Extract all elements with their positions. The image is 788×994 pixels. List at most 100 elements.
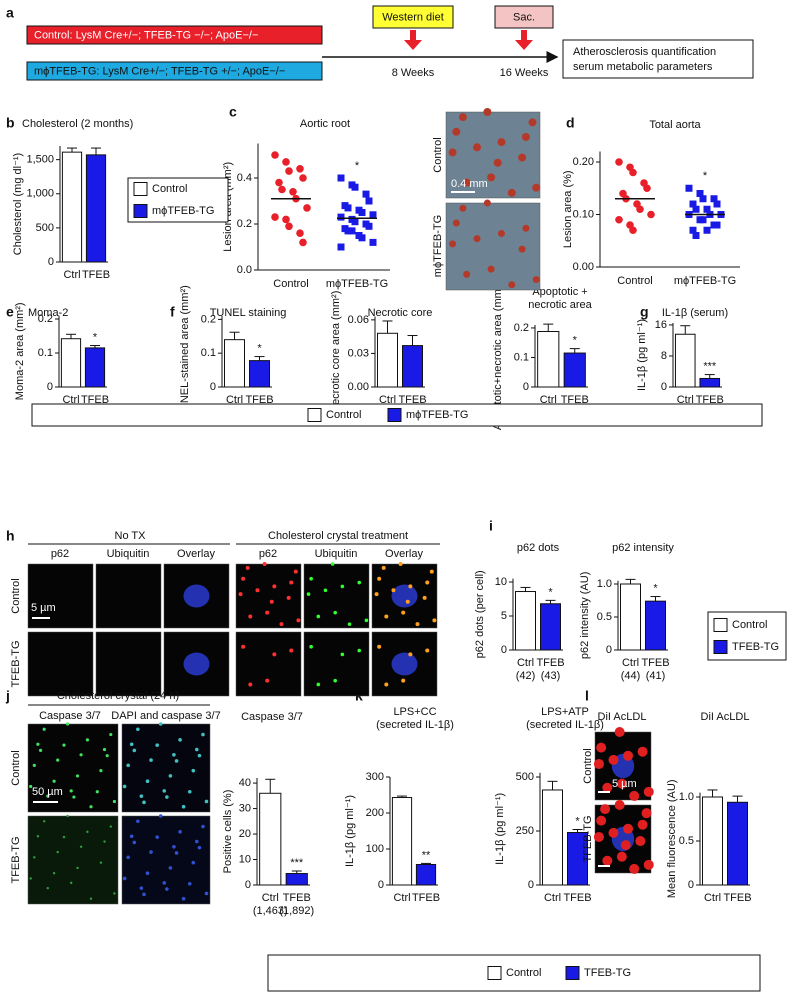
signal: [643, 786, 654, 797]
y-tick-label: 0.2: [38, 313, 53, 325]
significance: *: [653, 582, 658, 594]
signal: [162, 789, 167, 793]
signal: [126, 763, 130, 768]
y-tick-label: 0.06: [348, 314, 369, 326]
y-tick-label: 1.0: [679, 791, 694, 803]
y-tick-label: 0.00: [573, 261, 594, 273]
signal: [89, 805, 93, 809]
x-tick-label: Ctrl: [226, 394, 243, 406]
y-tick-label: 1,000: [26, 188, 54, 200]
panel-label: f: [170, 304, 175, 320]
point: [713, 200, 721, 208]
signal: [286, 595, 291, 600]
signal: [155, 835, 159, 839]
point: [303, 204, 311, 212]
y-axis-label: p62 dots (per cell): [474, 570, 486, 658]
signal: [191, 860, 196, 865]
y-tick-label: 0: [606, 644, 612, 656]
panel-label: a: [6, 5, 14, 21]
outcome-line: Atherosclerosis quantification: [573, 46, 716, 58]
bar: [377, 332, 398, 388]
signal: [340, 584, 345, 589]
legend-swatch: [307, 408, 322, 422]
signal: [109, 732, 113, 737]
micrograph: [27, 631, 94, 697]
signal: [162, 881, 167, 885]
y-tick-label: 0.5: [679, 835, 694, 847]
micrograph: [303, 563, 370, 629]
signal: [75, 774, 80, 778]
signal: [521, 132, 530, 141]
bar: [563, 352, 586, 388]
signal: [398, 562, 403, 566]
aortic-root-image: [445, 202, 541, 291]
legend-label: mϕTFEB-TG: [406, 409, 468, 421]
signal: [384, 682, 389, 687]
x-count-label: (43): [541, 670, 561, 682]
y-tick-label: 0.1: [514, 351, 529, 363]
point: [629, 226, 637, 235]
signal: [432, 618, 437, 623]
signal: [377, 644, 382, 649]
panel-label: b: [6, 115, 15, 131]
panel-label: i: [489, 518, 493, 534]
y-tick-label: 0: [661, 381, 667, 393]
signal: [425, 580, 430, 585]
y-tick-label: 200: [366, 807, 384, 819]
signal: [168, 774, 173, 778]
signal: [197, 753, 202, 758]
signal: [52, 872, 56, 875]
x-tick-label: TFEB: [82, 269, 110, 281]
signal: [245, 565, 250, 570]
point: [689, 200, 697, 208]
signal: [473, 235, 481, 243]
x-tick-label: TFEB: [641, 657, 669, 669]
signal: [323, 588, 328, 593]
x-tick-label: TFEB: [398, 394, 426, 406]
y-tick-label: 250: [516, 825, 534, 837]
column-label: Overlay: [177, 548, 215, 560]
x-tick-label: TFEB: [412, 892, 440, 904]
signal: [109, 825, 113, 828]
signal: [248, 682, 253, 687]
chart-title: Aortic root: [300, 118, 350, 130]
legend-label: Control: [152, 183, 187, 195]
point: [337, 213, 345, 221]
signal: [62, 743, 66, 747]
panel-title: DiI AcLDL: [598, 711, 647, 723]
signal: [593, 758, 604, 769]
y-axis-label: Moma-2 area (mm²): [14, 302, 26, 400]
signal: [449, 240, 457, 248]
bar: [542, 789, 563, 886]
y-tick-label: 40: [239, 777, 251, 789]
signal: [401, 678, 406, 683]
signal: [142, 892, 146, 897]
signal: [33, 856, 36, 859]
chart-title: Moma-2: [28, 307, 68, 319]
y-axis-label: IL-1β (pg ml⁻¹): [344, 795, 356, 867]
column-label: p62: [259, 548, 277, 560]
bar: [61, 151, 83, 263]
point: [713, 221, 721, 229]
signal: [289, 648, 294, 653]
point: [692, 232, 700, 239]
signal: [473, 143, 482, 152]
x-tick-label: Ctrl: [544, 892, 561, 904]
signal: [265, 678, 270, 683]
signal: [483, 199, 491, 207]
bar: [674, 333, 696, 388]
point: [369, 238, 377, 246]
row-label: mϕTFEB-TG: [432, 215, 444, 277]
x-tick-label: mϕTFEB-TG: [674, 275, 736, 287]
legend-label: Control: [506, 967, 541, 979]
tg-genotype: mϕTFEB-TG: LysM Cre+/−; TFEB-TG +/−; Apo…: [34, 65, 285, 77]
signal: [172, 753, 176, 757]
y-tick-label: 500: [36, 222, 54, 234]
nucleus: [391, 652, 418, 676]
x-tick-label: Ctrl: [677, 394, 694, 406]
y-tick-label: 0: [47, 381, 53, 393]
signal: [139, 794, 144, 798]
micrograph: [95, 631, 162, 697]
y-tick-label: 1,500: [26, 154, 54, 166]
signal: [129, 742, 134, 747]
